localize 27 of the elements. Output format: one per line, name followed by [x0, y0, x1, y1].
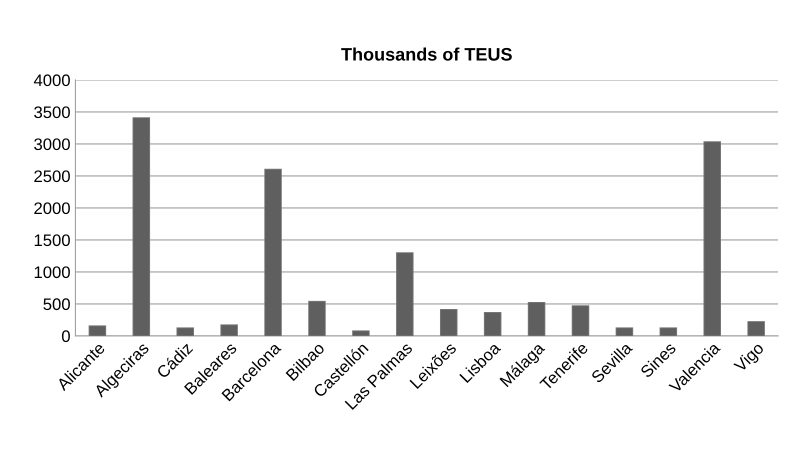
- bar: [660, 327, 678, 336]
- bar: [528, 302, 546, 336]
- bar: [703, 141, 722, 336]
- chart-title: Thousands of TEUS: [341, 47, 512, 61]
- bar: [220, 324, 238, 336]
- y-tick-label: 0: [62, 330, 70, 342]
- bar: [88, 325, 106, 336]
- bar: [747, 321, 765, 336]
- bar: [264, 168, 282, 336]
- y-tick-label: 2500: [34, 170, 70, 182]
- y-tick-label: 2000: [34, 202, 70, 214]
- bar: [440, 308, 458, 336]
- y-tick-label: 3000: [34, 138, 70, 150]
- y-tick-label: 4000: [34, 74, 70, 86]
- y-tick-label: 1000: [34, 266, 70, 278]
- y-tick-label: 500: [43, 298, 70, 310]
- bar: [484, 312, 502, 336]
- y-tick-label: 3500: [34, 106, 70, 118]
- bar: [616, 327, 634, 336]
- bar: [352, 330, 370, 336]
- bar: [176, 327, 194, 336]
- y-tick-label: 1500: [34, 234, 70, 246]
- bar: [396, 252, 414, 336]
- x-tick-label: Vigo: [732, 341, 767, 376]
- bar: [572, 305, 590, 336]
- bar: [308, 300, 326, 336]
- bar: [132, 117, 150, 336]
